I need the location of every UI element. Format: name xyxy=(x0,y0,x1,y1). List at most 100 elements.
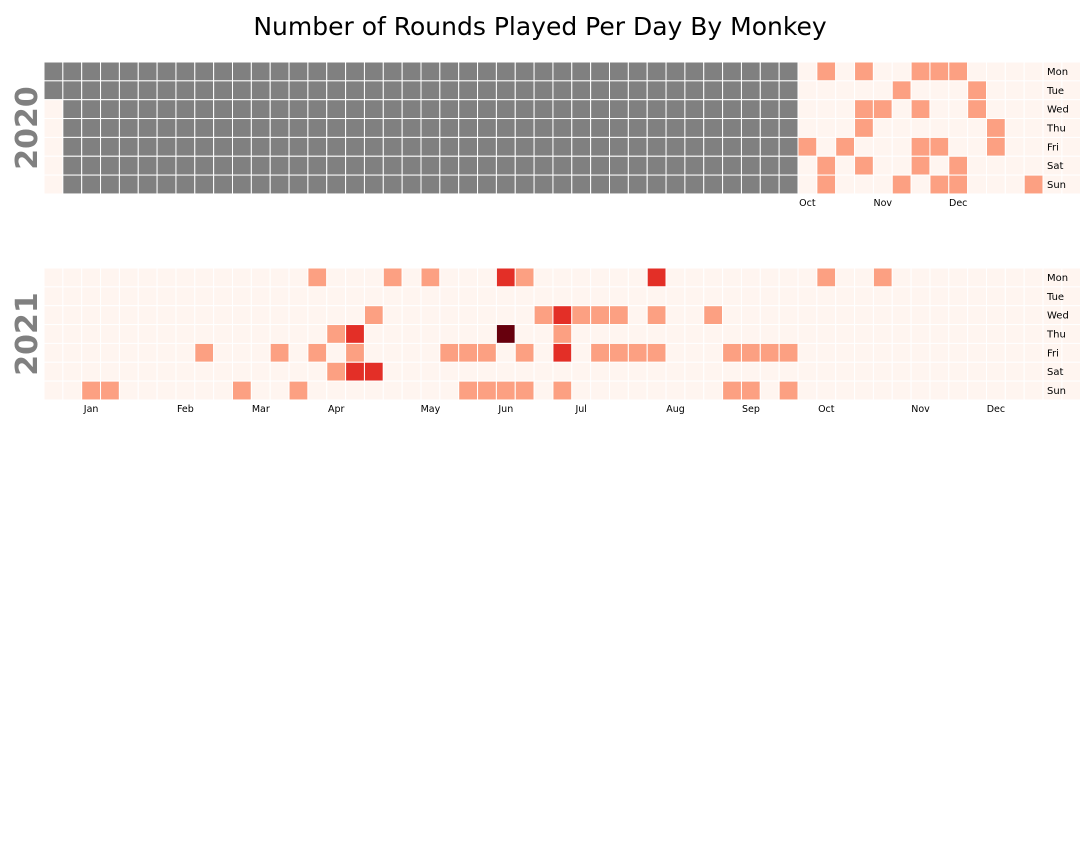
heatmap-cell xyxy=(326,174,347,195)
heatmap-cell xyxy=(665,155,686,176)
heatmap-cell xyxy=(1023,324,1044,344)
heatmap-cell xyxy=(609,155,629,176)
heatmap-cell xyxy=(703,118,724,138)
heatmap-cell xyxy=(816,305,837,326)
heatmap-cell xyxy=(213,80,233,101)
heatmap-cell xyxy=(967,136,988,157)
heatmap-cell xyxy=(514,267,535,288)
heatmap-cell xyxy=(420,361,441,382)
heatmap-cell xyxy=(759,80,780,101)
heatmap-cell xyxy=(213,99,233,120)
heatmap-cell xyxy=(854,267,874,288)
heatmap-cell xyxy=(269,80,290,101)
heatmap-cell xyxy=(722,286,742,307)
heatmap-cell xyxy=(759,136,780,157)
weekday-label: Mon xyxy=(1047,273,1068,284)
heatmap-cell xyxy=(326,118,347,138)
heatmap-cell xyxy=(759,380,780,401)
heatmap-cell xyxy=(986,61,1006,82)
heatmap-cell xyxy=(156,361,177,382)
heatmap-cell xyxy=(175,342,196,363)
heatmap-cell xyxy=(910,324,931,344)
heatmap-cell xyxy=(646,267,667,288)
heatmap-cell xyxy=(891,361,912,382)
heatmap-cell xyxy=(477,61,497,82)
heatmap-cell xyxy=(627,324,648,344)
heatmap-cell xyxy=(288,324,309,344)
heatmap-cell xyxy=(81,286,102,307)
heatmap-cell xyxy=(118,324,139,344)
weekday-label: Sun xyxy=(1047,180,1066,191)
heatmap-cell xyxy=(156,61,177,82)
heatmap-cell xyxy=(43,361,64,382)
heatmap-cell xyxy=(288,174,309,195)
heatmap-cell xyxy=(722,305,742,326)
heatmap-cell xyxy=(816,267,837,288)
heatmap-cell xyxy=(552,305,573,326)
heatmap-cell xyxy=(345,324,365,344)
heatmap-cell xyxy=(232,61,252,82)
heatmap-cell xyxy=(590,155,611,176)
heatmap-cell xyxy=(891,136,912,157)
heatmap-cell xyxy=(1061,380,1080,401)
heatmap-cell xyxy=(854,80,874,101)
heatmap-cell xyxy=(759,174,780,195)
heatmap-cell xyxy=(514,118,535,138)
heatmap-cell xyxy=(250,174,271,195)
heatmap-cell xyxy=(213,267,233,288)
heatmap-cell xyxy=(703,80,724,101)
heatmap-cell xyxy=(891,342,912,363)
heatmap-cell xyxy=(1004,136,1025,157)
heatmap-cell xyxy=(307,267,328,288)
heatmap-cell xyxy=(100,305,120,326)
heatmap-cell xyxy=(722,61,742,82)
heatmap-cell xyxy=(118,361,139,382)
heatmap-cell xyxy=(910,61,931,82)
heatmap-cell xyxy=(269,174,290,195)
heatmap-cell xyxy=(495,267,516,288)
heatmap-cell xyxy=(382,118,403,138)
heatmap-cell xyxy=(137,342,158,363)
heatmap-cell xyxy=(891,380,912,401)
heatmap-cell xyxy=(477,342,497,363)
heatmap-cell xyxy=(854,380,874,401)
heatmap-cell xyxy=(967,361,988,382)
heatmap-cell xyxy=(363,80,384,101)
heatmap-cell xyxy=(986,267,1006,288)
heatmap-cell xyxy=(967,305,988,326)
heatmap-cell xyxy=(495,174,516,195)
heatmap-cell xyxy=(816,136,837,157)
heatmap-cell xyxy=(62,118,83,138)
heatmap-cell xyxy=(740,324,761,344)
heatmap-cell xyxy=(986,155,1006,176)
heatmap-cell xyxy=(740,136,761,157)
heatmap-cell xyxy=(232,380,252,401)
heatmap-cell xyxy=(854,99,874,120)
heatmap-cell xyxy=(854,324,874,344)
heatmap-cell xyxy=(552,286,573,307)
heatmap-cell xyxy=(552,80,573,101)
heatmap-cell xyxy=(514,361,535,382)
heatmap-cell xyxy=(156,99,177,120)
heatmap-cell xyxy=(118,61,139,82)
heatmap-cell xyxy=(609,267,629,288)
heatmap-cell xyxy=(722,380,742,401)
heatmap-cell xyxy=(62,174,83,195)
heatmap-cell xyxy=(420,80,441,101)
heatmap-cell xyxy=(232,342,252,363)
heatmap-cell xyxy=(684,155,705,176)
heatmap-cell xyxy=(872,305,893,326)
heatmap-cell xyxy=(891,99,912,120)
heatmap-cell xyxy=(816,380,837,401)
heatmap-cell xyxy=(213,305,233,326)
heatmap-cell xyxy=(967,118,988,138)
heatmap-cell xyxy=(1061,80,1080,101)
heatmap-cell xyxy=(194,342,215,363)
heatmap-cell xyxy=(420,286,441,307)
heatmap-cell xyxy=(948,267,969,288)
heatmap-cell xyxy=(81,174,102,195)
heatmap-cell xyxy=(213,380,233,401)
heatmap-cell xyxy=(609,361,629,382)
heatmap-cell xyxy=(1023,136,1044,157)
heatmap-cell xyxy=(62,324,83,344)
